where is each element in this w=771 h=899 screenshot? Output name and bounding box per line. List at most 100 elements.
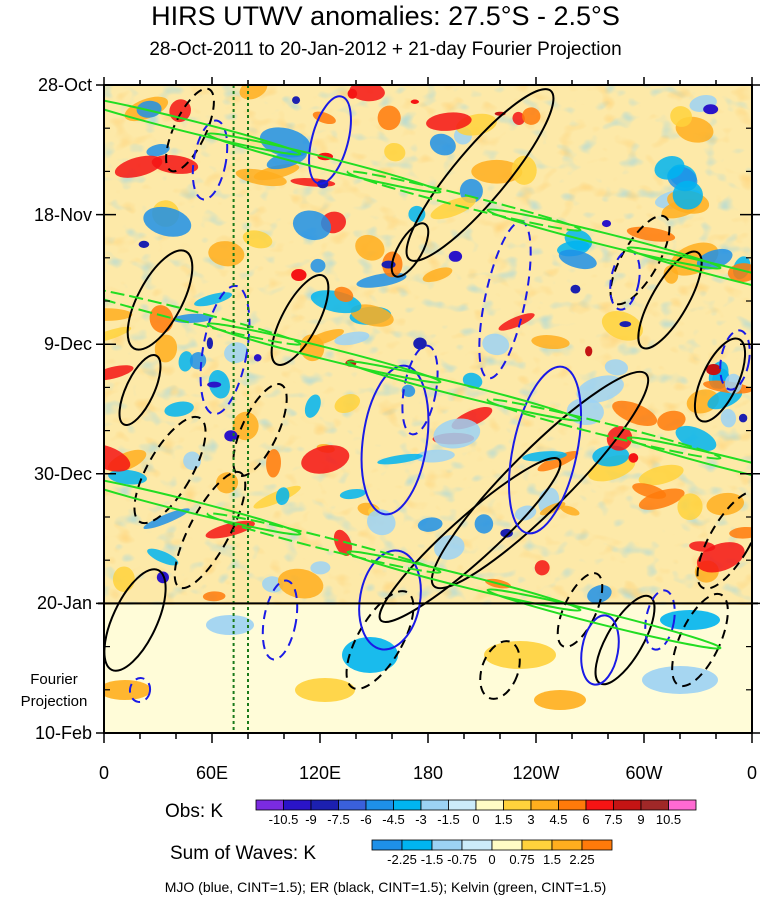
- colorbar-tick-label: 3: [527, 812, 535, 827]
- chart-title: HIRS UTWV anomalies: 27.5°S - 2.5°S: [151, 1, 620, 31]
- kelvin-contour: [626, 246, 752, 308]
- er-contour: [270, 274, 330, 366]
- anomaly-blob: [235, 168, 287, 187]
- kelvin-contour: [346, 360, 582, 422]
- anomaly-blob: [149, 305, 174, 333]
- x-tick-label: 0: [98, 763, 109, 783]
- waves-colorbar-label: Sum of Waves: K: [170, 843, 317, 864]
- colorbar-box: [448, 799, 477, 811]
- anomaly-blob: [189, 352, 207, 370]
- x-tick-label: 60E: [195, 763, 229, 783]
- anomaly-blob: [377, 105, 401, 131]
- colorbar-box: [585, 799, 614, 811]
- colorbar-box: [530, 799, 559, 811]
- colorbar-box: [503, 799, 532, 811]
- anomaly-blob: [232, 411, 259, 441]
- kelvin-contour: [206, 132, 442, 194]
- anomaly-blob: [143, 206, 192, 237]
- anomaly-blob: [604, 359, 629, 376]
- anomaly-blob: [482, 333, 510, 356]
- anomaly-blob: [417, 517, 443, 532]
- mjo-contour: [199, 284, 251, 416]
- colorbar-tick-label: -3: [415, 812, 427, 827]
- anomaly-blob: [242, 230, 273, 249]
- anomaly-blob: [146, 144, 170, 157]
- mjo-contour: [508, 365, 582, 535]
- projection-anomaly: [104, 680, 151, 700]
- anomaly-blob: [729, 526, 752, 539]
- anomaly-blob: [592, 445, 630, 467]
- y-tick-label: 10-Feb: [34, 723, 92, 743]
- anomaly-blob: [104, 308, 133, 321]
- anomaly-blob: [696, 542, 745, 573]
- colorbar-box: [613, 799, 642, 811]
- anomaly-blob: [301, 445, 350, 474]
- anomaly-blob: [239, 85, 268, 100]
- anomaly-blob: [564, 229, 593, 251]
- anomaly-blob-extreme: [703, 104, 719, 115]
- er-contour: [405, 88, 555, 262]
- kelvin-contour: [206, 512, 442, 574]
- colorbar-box: [581, 839, 613, 851]
- colorbar-tick-label: 9: [637, 812, 645, 827]
- colorbar-box: [420, 799, 449, 811]
- x-tick-label: 60W: [625, 763, 663, 783]
- colorbar-tick-label: 6: [582, 812, 590, 827]
- anomaly-blob: [657, 410, 686, 431]
- chart-footer: MJO (blue, CINT=1.5); ER (black, CINT=1.…: [164, 879, 607, 895]
- anomaly-blobs: [104, 85, 752, 710]
- er-contour: [118, 354, 162, 426]
- anomaly-blob-extreme: [500, 528, 513, 538]
- colorbar-tick-label: 0.75: [509, 852, 535, 867]
- anomaly-blob-extreme: [585, 346, 593, 357]
- er-contour: [693, 337, 747, 423]
- anomaly-blob: [522, 107, 541, 125]
- anomaly-blob-extreme: [291, 269, 307, 282]
- kelvin-contour: [486, 208, 722, 270]
- anomaly-blob: [104, 444, 131, 472]
- colorbar-box: [558, 799, 587, 811]
- anomaly-blob: [429, 133, 456, 156]
- anomaly-blob: [334, 331, 370, 346]
- plot-frame: [96, 77, 760, 743]
- colorbar-boxes: [255, 799, 697, 811]
- colorbar-tick-label: 0: [488, 852, 496, 867]
- anomaly-blob-extreme: [410, 99, 419, 104]
- anomaly-blob: [304, 394, 321, 418]
- anomaly-blob: [334, 286, 354, 302]
- anomaly-blob: [560, 505, 580, 516]
- anomaly-blob-extreme: [347, 88, 358, 99]
- er-contour: [104, 568, 167, 672]
- projection-label-line-1: Fourier: [30, 671, 78, 688]
- colorbar-box: [668, 799, 697, 811]
- er-contour: [133, 415, 207, 525]
- mjo-contour: [191, 119, 229, 201]
- anomaly-blob: [350, 304, 394, 327]
- colorbar-tick-label: 1.5: [494, 812, 513, 827]
- mjo-contour: [358, 549, 422, 651]
- anomaly-blob: [310, 561, 331, 575]
- mjo-contour: [128, 677, 152, 703]
- er-contour: [390, 222, 430, 278]
- anomaly-blob: [558, 249, 597, 270]
- anomaly-blob: [638, 488, 685, 510]
- mjo-contour: [360, 364, 430, 516]
- colorbar-box: [255, 799, 284, 811]
- colorbar-box: [338, 799, 367, 811]
- anomaly-blob: [654, 156, 685, 180]
- er-contour: [126, 249, 194, 351]
- anomaly-blob-extreme: [292, 96, 301, 104]
- anomaly-blob: [534, 560, 550, 576]
- anomaly-blob-extreme: [448, 250, 463, 262]
- anomaly-blob: [215, 472, 239, 494]
- y-tick-label: 20-Jan: [36, 593, 92, 614]
- er-contour: [173, 470, 247, 590]
- colorbar-box: [521, 839, 553, 851]
- anomaly-blob: [433, 418, 481, 449]
- anomaly-blob: [178, 351, 193, 372]
- y-tick-label: 30-Dec: [33, 463, 92, 484]
- x-tick-label: 180: [412, 763, 444, 783]
- anomaly-blob: [672, 180, 703, 210]
- anomaly-blob: [183, 451, 202, 471]
- anomaly-blob: [512, 111, 525, 125]
